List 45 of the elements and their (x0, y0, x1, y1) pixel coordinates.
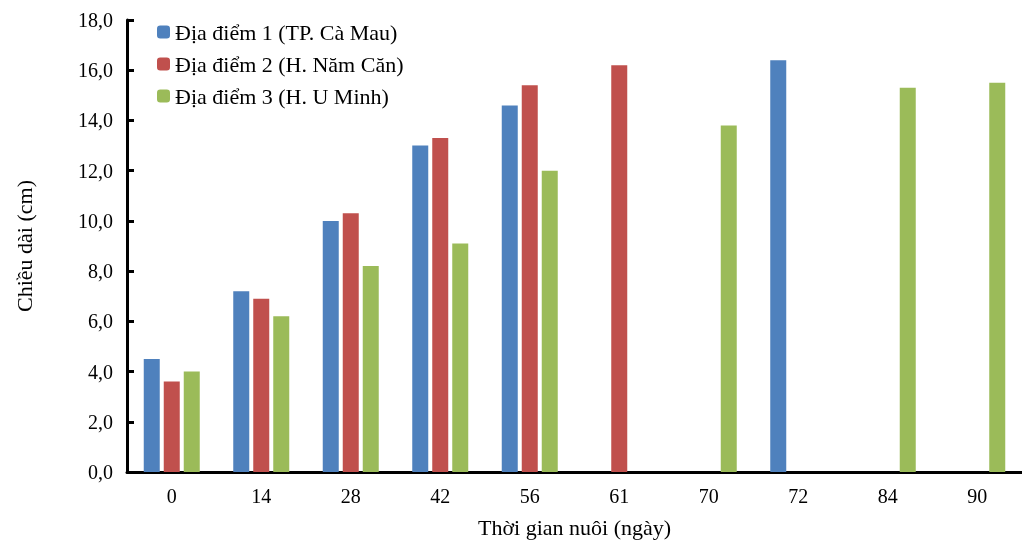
legend-label: Địa điểm 2 (H. Năm Căn) (175, 51, 404, 77)
x-tick-label: 28 (340, 485, 361, 507)
bar (899, 87, 916, 472)
y-tick-label: 18,0 (78, 9, 113, 31)
x-tick-label: 72 (788, 485, 809, 507)
y-tick-label: 12,0 (78, 159, 113, 182)
legend-label: Địa điểm 3 (H. U Minh) (175, 83, 389, 109)
bar (322, 220, 339, 472)
x-tick-label: 42 (430, 485, 451, 507)
x-tick-label: 56 (519, 485, 540, 507)
bar (452, 243, 469, 472)
bar (412, 145, 429, 472)
x-tick-label: 84 (877, 485, 898, 507)
bar (541, 170, 558, 472)
legend-label: Địa điểm 1 (TP. Cà Mau) (175, 19, 398, 45)
bar (720, 125, 737, 472)
y-tick-label: 4,0 (88, 360, 113, 383)
x-tick-label: 70 (698, 485, 719, 507)
x-tick-label: 61 (609, 485, 630, 507)
bar (501, 105, 518, 472)
bar (342, 213, 359, 472)
bar (183, 371, 200, 472)
bar (253, 298, 270, 472)
bar (521, 85, 538, 472)
bar (611, 65, 628, 472)
y-tick-label: 10,0 (78, 209, 113, 232)
y-tick-label: 14,0 (78, 109, 113, 132)
bar (273, 316, 290, 472)
y-axis-title: Chiều dài (cm) (11, 180, 37, 312)
y-tick-label: 8,0 (88, 260, 113, 283)
bar (432, 138, 449, 472)
x-axis-title: Thời gian nuôi (ngày) (477, 514, 672, 540)
bar (233, 291, 250, 472)
bar (143, 359, 160, 472)
y-tick-label: 16,0 (78, 59, 113, 82)
bar (362, 266, 379, 472)
y-tick-label: 2,0 (88, 410, 113, 433)
x-tick-label: 0 (166, 485, 177, 507)
y-tick-label: 0,0 (88, 461, 113, 483)
bar (163, 381, 180, 472)
x-tick-label: 90 (967, 485, 988, 507)
bar (989, 82, 1006, 472)
bar (770, 60, 787, 472)
x-tick-label: 14 (251, 485, 272, 507)
y-tick-label: 6,0 (88, 310, 113, 333)
